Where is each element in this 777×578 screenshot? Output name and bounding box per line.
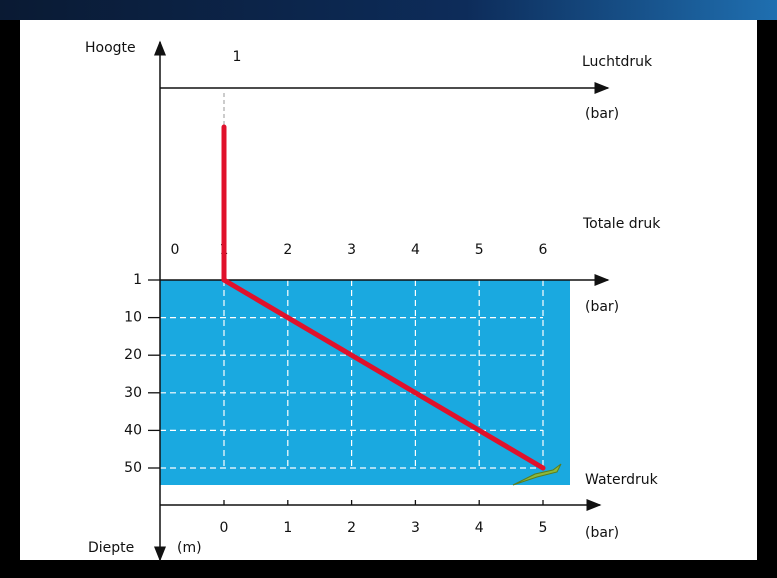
x-unit: (bar) [585, 525, 619, 541]
top-tick-label: 5 [475, 242, 484, 258]
top-tick-label: 0 [171, 242, 180, 258]
y-tick-label: 40 [124, 422, 142, 438]
x-tick-label: 3 [411, 520, 420, 536]
top-tick-label: 2 [283, 242, 292, 258]
top-unit: (bar) [585, 299, 619, 315]
top-tick-label: 6 [539, 242, 548, 258]
y-tick-label: 10 [124, 310, 142, 326]
chart: 1102030405001234501234561 Hoogte Diepte … [0, 0, 777, 578]
x-label: Waterdruk [585, 472, 659, 488]
air-tick-label: 1 [233, 49, 242, 65]
x-tick-label: 4 [475, 520, 484, 536]
x-tick-label: 5 [539, 520, 548, 536]
x-tick-label: 0 [220, 520, 229, 536]
water-area [160, 280, 570, 485]
y-tick-label: 1 [133, 272, 142, 288]
top-tick-label: 4 [411, 242, 420, 258]
y-unit: (m) [177, 540, 202, 556]
y-tick-label: 20 [124, 347, 142, 363]
top-tick-label: 3 [347, 242, 356, 258]
x-tick-label: 2 [347, 520, 356, 536]
air-label: Luchtdruk [582, 54, 653, 70]
y-tick-label: 30 [124, 385, 142, 401]
x-tick-label: 1 [283, 520, 292, 536]
frame-glow [0, 0, 777, 20]
y-label-down: Diepte [88, 540, 134, 556]
air-unit: (bar) [585, 106, 619, 122]
y-tick-label: 50 [124, 460, 142, 476]
y-label-up: Hoogte [85, 40, 136, 56]
top-label: Totale druk [582, 216, 661, 232]
